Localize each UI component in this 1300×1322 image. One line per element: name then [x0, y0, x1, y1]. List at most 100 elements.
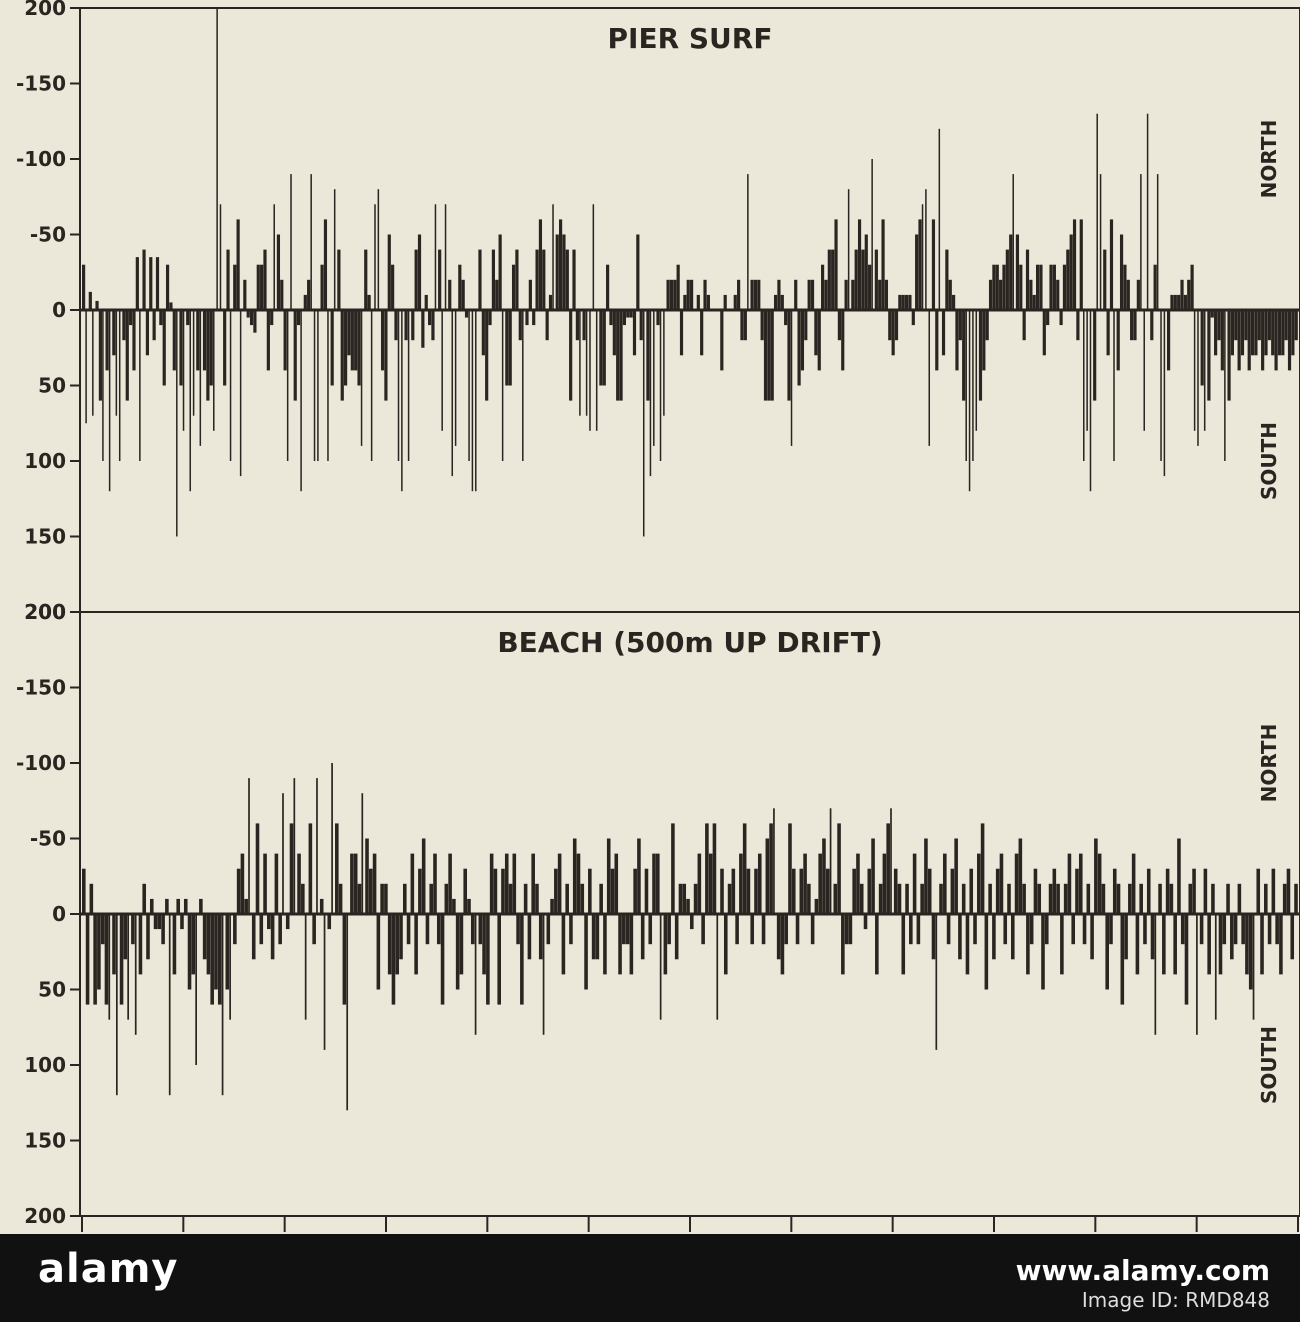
bar: [172, 310, 176, 371]
bar: [115, 914, 118, 1096]
bar: [731, 868, 736, 914]
bar: [270, 914, 275, 960]
bar: [1146, 113, 1149, 310]
bar: [199, 898, 203, 914]
bar: [616, 310, 620, 401]
bar: [411, 310, 415, 341]
bar: [632, 310, 637, 356]
direction-label-north: NORTH: [1257, 120, 1281, 199]
bar: [612, 310, 616, 356]
bar: [180, 914, 184, 930]
bar: [153, 914, 158, 930]
bar: [125, 310, 129, 401]
bar: [1153, 264, 1157, 310]
y-tick-label: -50: [30, 827, 66, 851]
bar: [1112, 868, 1117, 914]
bar: [455, 914, 460, 990]
bar: [1059, 310, 1063, 326]
bar: [511, 264, 516, 310]
bar: [765, 838, 770, 914]
bar: [518, 310, 522, 341]
bar: [149, 257, 153, 310]
bar: [444, 883, 449, 914]
bar: [85, 914, 90, 1005]
bar: [1101, 883, 1106, 914]
bar: [1071, 914, 1076, 945]
bar: [742, 823, 747, 914]
bar: [1076, 310, 1080, 341]
bar: [433, 853, 437, 914]
bar: [716, 914, 719, 1020]
bar: [372, 853, 377, 914]
bar: [112, 914, 116, 975]
bar: [397, 310, 400, 461]
bar: [857, 219, 862, 310]
bar: [633, 868, 637, 914]
bar: [618, 914, 622, 975]
bar: [219, 204, 222, 310]
bar: [367, 294, 371, 310]
bar: [1143, 914, 1147, 945]
bar: [747, 174, 749, 310]
bar: [542, 249, 546, 310]
bar: [1060, 914, 1064, 975]
bar: [791, 868, 796, 914]
bar: [520, 914, 524, 1005]
bar: [945, 249, 949, 310]
bar: [155, 257, 160, 310]
bar: [1240, 310, 1245, 356]
bar: [504, 853, 509, 914]
bar: [421, 310, 425, 348]
bar: [795, 914, 800, 945]
bar: [844, 279, 848, 310]
bar: [331, 763, 333, 914]
bar: [992, 264, 996, 310]
bar: [995, 868, 1000, 914]
bar: [138, 914, 143, 975]
bar: [852, 868, 856, 914]
bar: [1123, 264, 1127, 310]
bar: [546, 914, 551, 945]
bar: [867, 868, 872, 914]
bar: [916, 914, 921, 945]
bar: [1233, 914, 1238, 945]
bar: [1143, 310, 1145, 431]
bar: [856, 853, 860, 914]
bar: [671, 823, 675, 914]
bar: [626, 310, 630, 318]
bar: [221, 914, 224, 1096]
bar: [958, 914, 962, 960]
bar: [410, 853, 415, 914]
bar: [674, 914, 679, 960]
bar: [376, 914, 381, 990]
bar: [555, 234, 559, 310]
bar: [1267, 914, 1272, 945]
bar: [1207, 914, 1211, 975]
bar: [908, 294, 912, 310]
bar: [1214, 310, 1218, 356]
bar: [1230, 914, 1234, 960]
bar: [488, 310, 492, 326]
bar: [790, 310, 793, 446]
bar: [1188, 883, 1193, 914]
bar: [350, 310, 354, 371]
y-tick-label: -150: [16, 72, 66, 96]
bar: [1224, 310, 1226, 461]
bar: [463, 868, 468, 914]
y-tick-label: 200: [24, 1204, 66, 1228]
bar: [425, 914, 430, 945]
bar: [787, 310, 791, 401]
bar: [646, 310, 650, 401]
bar: [988, 279, 993, 310]
bar: [606, 838, 611, 914]
bar: [1099, 174, 1102, 310]
bar: [440, 914, 445, 1005]
bar: [1180, 914, 1185, 945]
bar: [770, 310, 774, 401]
bar: [491, 249, 496, 310]
bar: [558, 219, 563, 310]
bar: [777, 279, 781, 310]
bar: [1245, 914, 1249, 975]
bar: [210, 914, 214, 1005]
bar: [146, 914, 150, 960]
